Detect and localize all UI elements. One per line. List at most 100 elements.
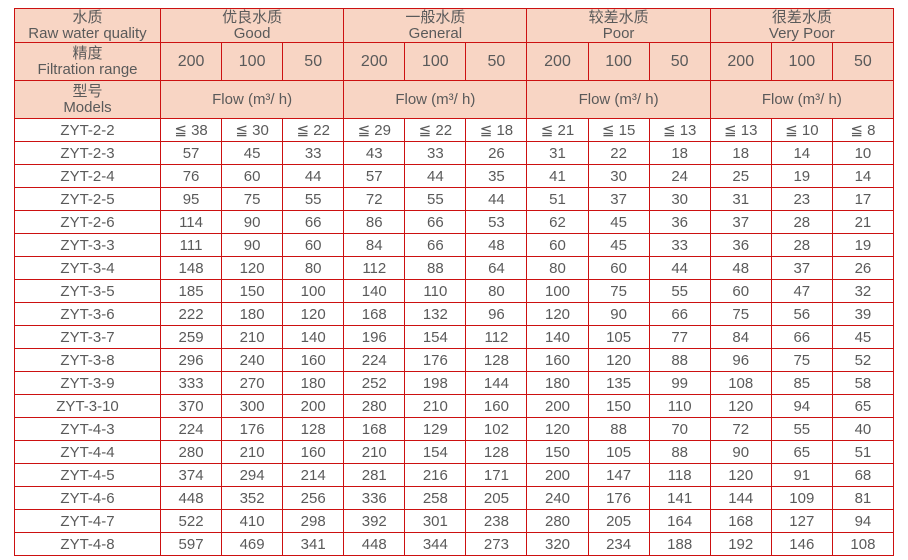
flow-value-cell: 95 <box>159 187 223 211</box>
flow-value-cell: 148 <box>159 256 223 280</box>
flow-value-cell: 19 <box>770 164 833 188</box>
flow-value-cell: 90 <box>221 233 284 257</box>
flow-value-cell: 57 <box>159 141 223 165</box>
flow-value-cell: 43 <box>343 141 406 165</box>
table-row: ZYT-4-4 280 210 160 210 154 128 150 105 88 90 65 51 <box>14 440 895 464</box>
flow-value-cell: 258 <box>404 486 467 510</box>
flow-value-cell: 84 <box>709 325 772 349</box>
flow-value-cell: 188 <box>648 532 711 556</box>
flow-value-cell: 160 <box>282 348 345 372</box>
precision-cell-100: 100 <box>404 42 467 81</box>
flow-value-cell: 33 <box>648 233 711 257</box>
precision-cell-200: 200 <box>526 42 589 81</box>
model-cell: ZYT-4-8 <box>14 532 161 556</box>
flow-value-cell: 180 <box>526 371 589 395</box>
model-cell: ZYT-3-10 <box>14 394 161 418</box>
flow-value-cell: 40 <box>831 417 895 441</box>
flow-value-cell: 96 <box>465 302 528 326</box>
flow-value-cell: 448 <box>159 486 223 510</box>
flow-value-cell: 105 <box>587 325 650 349</box>
flow-value-cell: 48 <box>465 233 528 257</box>
flow-value-cell: 150 <box>587 394 650 418</box>
flow-value-cell: 66 <box>770 325 833 349</box>
model-cell: ZYT-3-5 <box>14 279 161 303</box>
flow-value-cell: 76 <box>159 164 223 188</box>
table-row: ZYT-3-10 370 300 200 280 210 160 200 150 110 120 94… <box>14 394 895 418</box>
flow-value-cell: 273 <box>465 532 528 556</box>
flow-value-cell: 210 <box>221 325 284 349</box>
flow-value-cell: 280 <box>159 440 223 464</box>
models-label-zh: 型号 <box>72 82 103 100</box>
flow-value-cell: 341 <box>282 532 345 556</box>
flow-value-cell: 129 <box>404 417 467 441</box>
flow-value-cell: 281 <box>343 463 406 487</box>
flow-value-cell: 180 <box>282 371 345 395</box>
flow-header-cell: Flow (m³/ h) <box>709 80 895 119</box>
flow-value-cell: 22 <box>587 141 650 165</box>
flow-value-cell: 296 <box>159 348 223 372</box>
group-general-label-zh: 一般水质 <box>405 8 466 26</box>
flow-value-cell: 52 <box>831 348 895 372</box>
flow-value-cell: 128 <box>465 440 528 464</box>
precision-cell-50: 50 <box>831 42 895 81</box>
flow-value-cell: 33 <box>282 141 345 165</box>
group-header-poor: 较差水质 Poor <box>526 8 711 43</box>
flow-value-cell: 120 <box>282 302 345 326</box>
table-row: ZYT-4-7 522 410 298 392 301 238 280 205 164 168 127… <box>14 509 895 533</box>
flow-value-cell: 24 <box>648 164 711 188</box>
flow-value-cell: 100 <box>282 279 345 303</box>
flow-value-cell: 60 <box>587 256 650 280</box>
filtration-range-label-en: Filtration range <box>37 60 138 78</box>
flow-value-cell: 75 <box>709 302 772 326</box>
flow-value-cell: 205 <box>587 509 650 533</box>
flow-value-cell: 88 <box>648 440 711 464</box>
group-poor-label-en: Poor <box>602 24 635 42</box>
flow-value-cell: 45 <box>587 210 650 234</box>
flow-value-cell: 60 <box>709 279 772 303</box>
flow-value-cell: 33 <box>404 141 467 165</box>
flow-value-cell: 44 <box>282 164 345 188</box>
flow-value-cell: 120 <box>221 256 284 280</box>
flow-value-cell: 120 <box>587 348 650 372</box>
model-cell: ZYT-3-3 <box>14 233 161 257</box>
flow-value-cell: ≦ 29 <box>343 118 406 142</box>
flow-value-cell: 374 <box>159 463 223 487</box>
flow-value-cell: 128 <box>282 417 345 441</box>
flow-value-cell: 160 <box>465 394 528 418</box>
flow-value-cell: ≦ 13 <box>648 118 711 142</box>
flow-value-cell: 140 <box>343 279 406 303</box>
table-row: ZYT-2-3 57 45 33 43 33 26 31 22 18 18 14 10 <box>14 141 895 165</box>
flow-value-cell: 80 <box>282 256 345 280</box>
model-cell: ZYT-2-5 <box>14 187 161 211</box>
flow-value-cell: 66 <box>404 233 467 257</box>
model-cell: ZYT-4-3 <box>14 417 161 441</box>
flow-value-cell: 14 <box>831 164 895 188</box>
table-row: ZYT-2-6 114 90 66 86 66 53 62 45 36 37 28 21 <box>14 210 895 234</box>
flow-value-cell: ≦ 13 <box>709 118 772 142</box>
flow-value-cell: 55 <box>648 279 711 303</box>
flow-value-cell: 35 <box>465 164 528 188</box>
flow-value-cell: 196 <box>343 325 406 349</box>
table-row: ZYT-2-2 ≦ 38 ≦ 30 ≦ 22 ≦ 29 ≦ 22 ≦ 18 ≦ 21 ≦ 15 ≦… <box>14 118 895 142</box>
group-very-poor-label-en: Very Poor <box>768 24 835 42</box>
flow-value-cell: 168 <box>709 509 772 533</box>
flow-value-cell: 112 <box>343 256 406 280</box>
table-header: 水质 Raw water quality 优良水质 Good 一般水质 Gene… <box>14 8 895 119</box>
flow-value-cell: 14 <box>770 141 833 165</box>
flow-value-cell: 75 <box>770 348 833 372</box>
group-good-label-zh: 优良水质 <box>222 8 283 26</box>
flow-value-cell: 90 <box>709 440 772 464</box>
flow-value-cell: 127 <box>770 509 833 533</box>
flow-value-cell: 45 <box>221 141 284 165</box>
precision-cell-200: 200 <box>343 42 406 81</box>
flow-value-cell: 200 <box>282 394 345 418</box>
model-cell: ZYT-3-8 <box>14 348 161 372</box>
group-header-general: 一般水质 General <box>343 8 528 43</box>
model-cell: ZYT-3-9 <box>14 371 161 395</box>
table-row: ZYT-4-5 374 294 214 281 216 171 200 147 118 120 91 6… <box>14 463 895 487</box>
flow-value-cell: 300 <box>221 394 284 418</box>
flow-value-cell: 90 <box>587 302 650 326</box>
flow-value-cell: 280 <box>343 394 406 418</box>
flow-value-cell: 60 <box>221 164 284 188</box>
